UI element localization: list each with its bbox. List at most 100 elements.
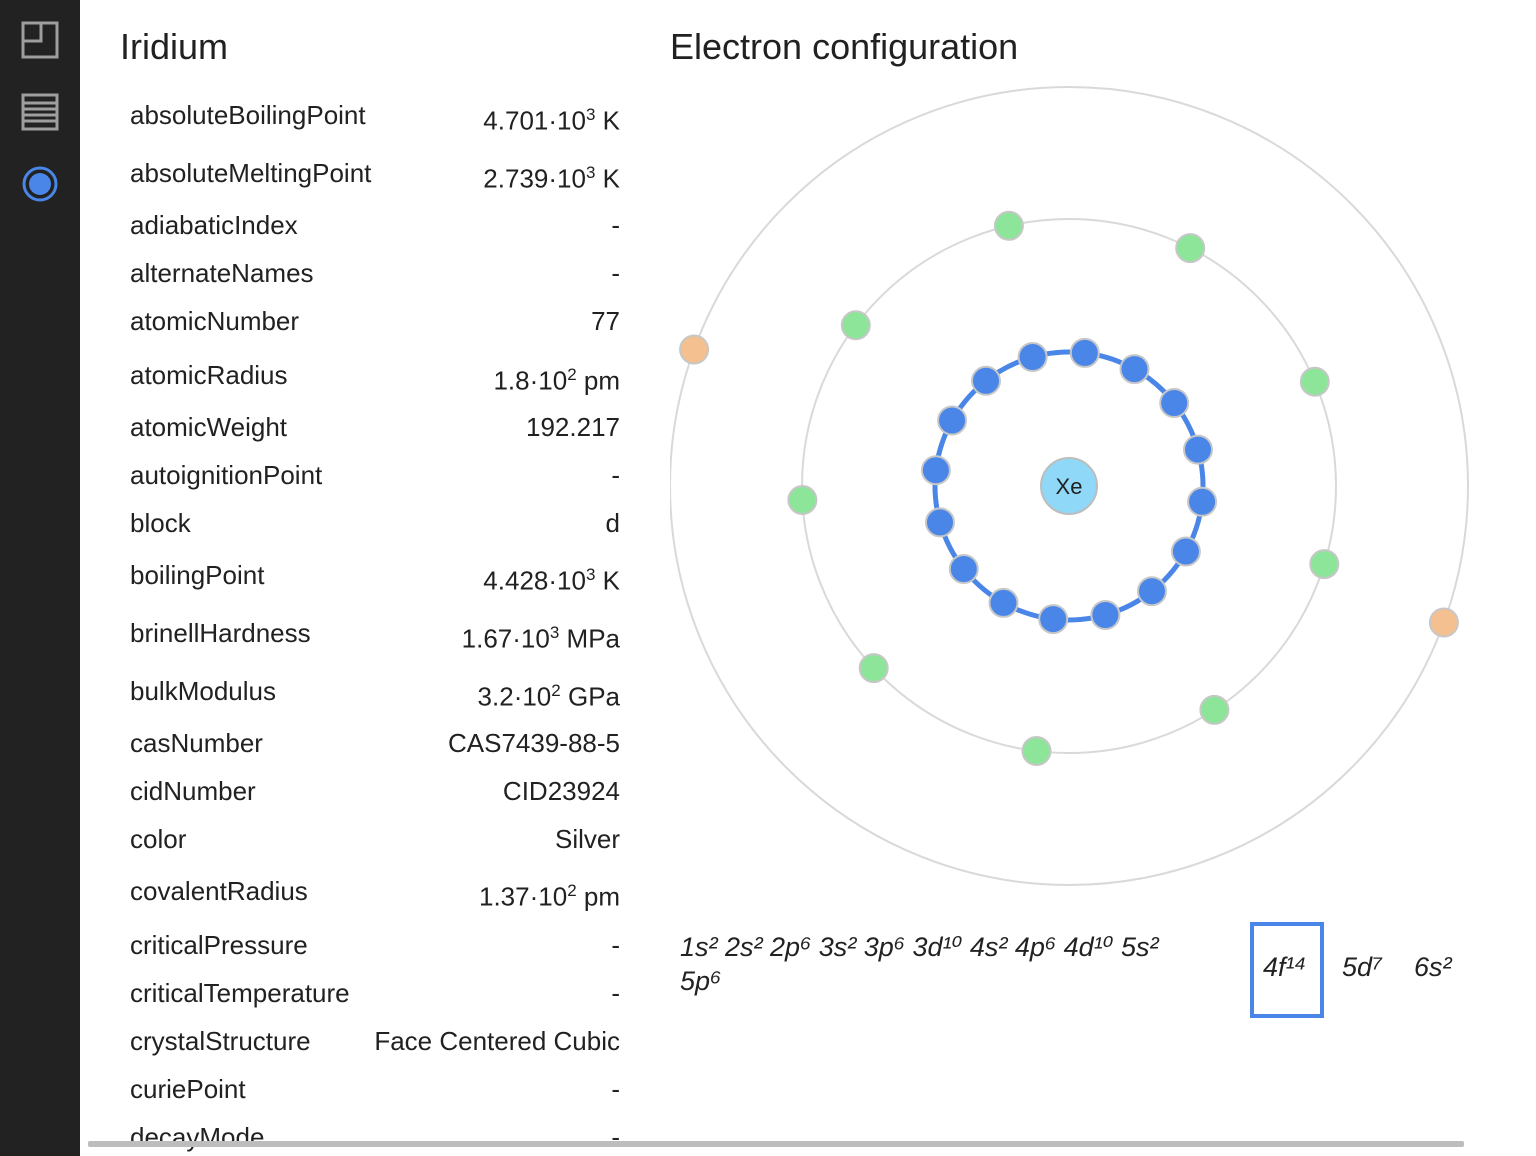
- property-row: boilingPoint 4.428·103 K: [130, 560, 620, 596]
- property-row: atomicWeight 192.217: [130, 412, 620, 444]
- property-name: atomicNumber: [130, 306, 300, 336]
- property-row: decayMode -: [130, 1122, 620, 1154]
- property-value: d: [605, 508, 620, 538]
- property-row: alternateNames -: [130, 258, 620, 290]
- selected-orbital-highlight: [1250, 922, 1324, 1018]
- orbital-6s[interactable]: 6s²: [1414, 952, 1452, 982]
- electron: [1159, 388, 1190, 418]
- property-value: -: [611, 210, 620, 240]
- core-orbitals-line1: 1s² 2s² 2p⁶ 3s² 3p⁶ 3d¹⁰ 4s² 4p⁶ 4d¹⁰ 5s…: [680, 932, 1159, 962]
- electron: [1199, 694, 1230, 725]
- property-value: 4.701·103 K: [483, 105, 620, 136]
- property-row: bulkModulus 3.2·102 GPa: [130, 676, 620, 712]
- property-name: crystalStructure: [130, 1026, 311, 1056]
- electron: [1183, 434, 1213, 465]
- property-value: CAS7439-88-5: [448, 728, 620, 758]
- property-value: 1.67·103 MPa: [461, 623, 620, 654]
- property-name: decayMode: [130, 1122, 265, 1152]
- property-name: color: [130, 824, 187, 854]
- bohr-diagram: Xe: [670, 86, 1469, 886]
- electron: [1090, 600, 1121, 630]
- property-name: atomicRadius: [130, 360, 288, 390]
- sidebar: [0, 0, 80, 1156]
- electron: [988, 587, 1019, 618]
- electron: [971, 365, 1001, 396]
- property-name: covalentRadius: [130, 876, 308, 906]
- property-name: adiabaticIndex: [130, 210, 298, 240]
- property-value: -: [611, 1122, 620, 1152]
- property-name: curiePoint: [130, 1074, 246, 1104]
- property-row: block d: [130, 508, 620, 540]
- property-value: -: [611, 460, 620, 490]
- electron: [1175, 233, 1206, 264]
- property-value: -: [611, 978, 620, 1008]
- electron: [1069, 337, 1100, 368]
- property-name: bulkModulus: [130, 676, 276, 706]
- property-name: absoluteMeltingPoint: [130, 158, 372, 188]
- electron: [925, 507, 955, 538]
- property-name: autoignitionPoint: [130, 460, 323, 490]
- property-row: criticalTemperature -: [130, 978, 620, 1010]
- electron: [679, 334, 710, 365]
- property-value: 192.217: [526, 412, 620, 442]
- property-row: atomicNumber 77: [130, 306, 620, 338]
- property-value: Silver: [554, 824, 620, 854]
- property-value: CID23924: [502, 776, 620, 806]
- property-name: alternateNames: [130, 258, 314, 288]
- core-orbitals-line2: 5p⁶: [680, 966, 722, 996]
- property-row: absoluteMeltingPoint 2.739·103 K: [130, 158, 620, 194]
- property-value: Face Centered Cubic: [374, 1026, 620, 1056]
- electron: [1428, 607, 1459, 638]
- shell-ring: [932, 349, 1206, 623]
- property-row: brinellHardness 1.67·103 MPa: [130, 618, 620, 654]
- property-name: cidNumber: [130, 776, 256, 806]
- property-value: -: [611, 258, 620, 288]
- electron: [948, 554, 979, 584]
- electron: [840, 310, 871, 341]
- property-row: criticalPressure -: [130, 930, 620, 962]
- electron: [858, 653, 889, 684]
- nucleus: [1040, 457, 1098, 515]
- property-value: 77: [591, 306, 620, 336]
- electron: [1299, 366, 1330, 397]
- property-row: absoluteBoilingPoint 4.701·103 K: [130, 100, 620, 136]
- property-row: cidNumber CID23924: [130, 776, 620, 808]
- property-name: absoluteBoilingPoint: [130, 100, 366, 130]
- orbital-5d[interactable]: 5d⁷: [1342, 952, 1383, 982]
- electron: [993, 210, 1024, 241]
- shell-ring: [670, 86, 1469, 886]
- electron: [1017, 342, 1048, 372]
- element-name: Iridium: [120, 26, 229, 67]
- property-value: 2.739·103 K: [483, 163, 620, 194]
- property-row: color Silver: [130, 824, 620, 856]
- electron: [787, 485, 818, 515]
- electron: [937, 405, 968, 436]
- property-name: brinellHardness: [130, 618, 311, 648]
- electron: [1309, 549, 1340, 580]
- property-value: 1.8·102 pm: [493, 365, 620, 396]
- property-name: casNumber: [130, 728, 263, 758]
- horizontal-scrollbar[interactable]: [88, 1141, 1464, 1147]
- electron: [920, 455, 951, 486]
- list-view-icon[interactable]: [20, 92, 60, 132]
- property-name: block: [130, 508, 191, 538]
- electron: [1021, 736, 1052, 766]
- orbital-4f[interactable]: 4f¹⁴: [1263, 952, 1307, 982]
- property-value: 3.2·102 GPa: [477, 681, 620, 712]
- atom-view-icon[interactable]: [20, 164, 60, 204]
- property-value: 4.428·103 K: [483, 565, 620, 596]
- property-name: boilingPoint: [130, 560, 265, 590]
- property-row: adiabaticIndex -: [130, 210, 620, 242]
- property-row: crystalStructure Face Centered Cubic: [130, 1026, 620, 1058]
- property-value: -: [611, 930, 620, 960]
- electron: [1038, 604, 1069, 635]
- property-row: covalentRadius 1.37·102 pm: [130, 876, 620, 912]
- view-layout-icon[interactable]: [20, 20, 60, 60]
- property-row: curiePoint -: [130, 1074, 620, 1106]
- electron: [1170, 536, 1201, 567]
- property-value: -: [611, 1074, 620, 1104]
- nucleus-label: Xe: [1056, 474, 1083, 499]
- electron: [1187, 486, 1218, 517]
- electron-configuration-title: Electron configuration: [670, 26, 1019, 67]
